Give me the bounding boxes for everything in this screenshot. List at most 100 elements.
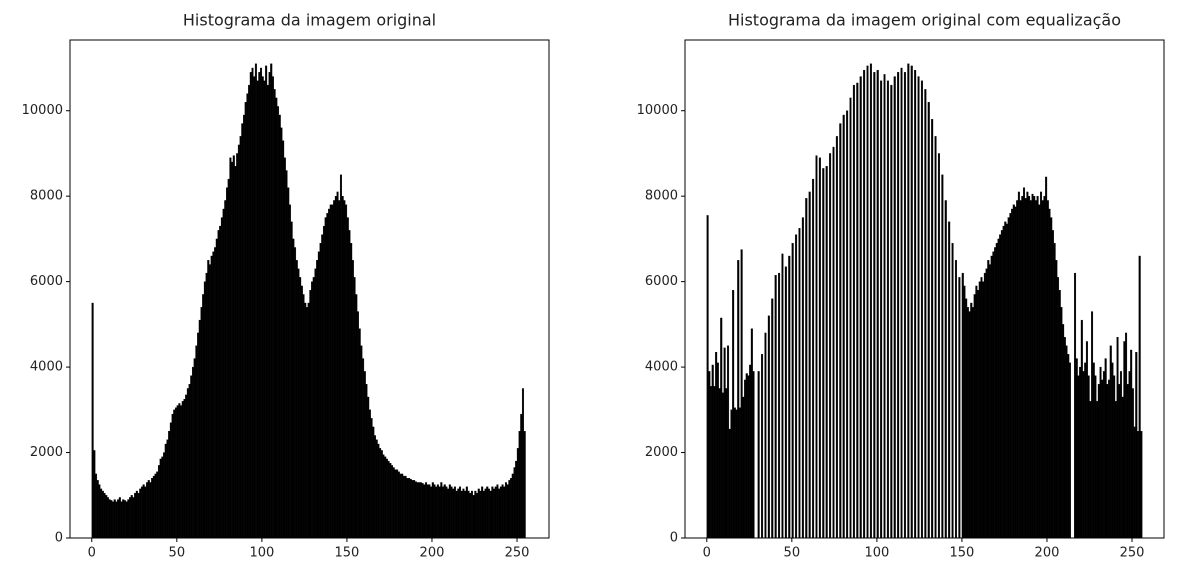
- y-tick-label: 2000: [30, 445, 63, 460]
- bar: [774, 275, 777, 539]
- x-tick-label: 50: [784, 546, 801, 561]
- bar: [1046, 200, 1049, 539]
- bar: [234, 166, 237, 539]
- bar: [389, 463, 392, 539]
- bar: [1089, 401, 1092, 539]
- bar: [752, 371, 755, 539]
- bar: [1065, 345, 1068, 539]
- bar: [829, 153, 832, 539]
- bar: [205, 272, 208, 539]
- bar: [721, 392, 724, 539]
- bar: [326, 213, 329, 539]
- bar: [750, 328, 753, 539]
- bar: [431, 482, 434, 539]
- bar: [708, 371, 711, 539]
- bar: [493, 488, 496, 539]
- bar: [134, 492, 137, 539]
- bar: [174, 407, 177, 539]
- bar: [484, 488, 487, 539]
- bar: [978, 281, 981, 539]
- bar: [363, 371, 366, 539]
- y-tick-label: 6000: [30, 274, 63, 289]
- bar: [1094, 375, 1097, 539]
- bar: [142, 484, 145, 539]
- x-tick-label: 0: [88, 546, 96, 561]
- bar: [270, 63, 273, 539]
- bar: [244, 102, 247, 539]
- bar: [873, 72, 876, 539]
- bar: [166, 439, 169, 539]
- bar: [995, 243, 998, 539]
- bar: [351, 260, 354, 539]
- bar: [222, 208, 225, 539]
- bar: [328, 208, 331, 539]
- bar: [448, 484, 451, 539]
- bar: [275, 97, 278, 539]
- bar: [423, 484, 426, 539]
- bar: [399, 473, 402, 539]
- bar: [130, 495, 133, 539]
- x-tick-label: 0: [703, 546, 711, 561]
- bar: [271, 76, 274, 539]
- bar: [266, 84, 269, 539]
- bar: [781, 253, 784, 539]
- bar: [411, 480, 414, 539]
- bar: [442, 486, 445, 539]
- bar: [346, 217, 349, 539]
- bar: [1031, 193, 1034, 539]
- bar: [98, 484, 101, 539]
- bar: [1012, 204, 1015, 539]
- bar: [217, 230, 220, 539]
- bar: [727, 345, 730, 539]
- bar: [973, 294, 976, 539]
- bar: [713, 386, 716, 539]
- bar: [295, 260, 298, 539]
- bar: [1023, 187, 1026, 539]
- bar: [788, 255, 791, 539]
- bar: [982, 281, 985, 539]
- x-tick-label: 200: [1035, 546, 1060, 561]
- bar: [1087, 375, 1090, 539]
- bar: [498, 488, 501, 539]
- bar: [1011, 208, 1014, 539]
- bar: [482, 490, 485, 539]
- bar: [426, 484, 429, 539]
- bar: [390, 465, 393, 539]
- bar: [1026, 191, 1029, 539]
- bar: [476, 492, 479, 539]
- bar: [856, 82, 859, 539]
- bar: [980, 277, 983, 539]
- bar: [997, 238, 1000, 539]
- bar: [413, 480, 416, 539]
- bar: [392, 467, 395, 539]
- bar: [190, 375, 193, 539]
- bar: [118, 497, 121, 539]
- bar: [1079, 366, 1082, 539]
- bar: [970, 302, 973, 539]
- bar: [394, 469, 397, 539]
- bar: [178, 403, 181, 539]
- bar: [157, 465, 160, 539]
- y-tick-label: 0: [670, 531, 678, 546]
- bar: [1130, 349, 1133, 539]
- bar: [243, 114, 246, 539]
- bar: [380, 450, 383, 539]
- bar: [214, 247, 217, 539]
- bar: [499, 486, 502, 539]
- bar: [462, 488, 465, 539]
- bar: [193, 358, 196, 539]
- bar: [761, 354, 764, 539]
- bar: [1002, 225, 1005, 539]
- bar: [1040, 191, 1043, 539]
- bar: [711, 364, 714, 539]
- bar: [1074, 272, 1077, 539]
- y-tick-label: 4000: [645, 360, 678, 375]
- x-tick-label: 250: [505, 546, 530, 561]
- bar: [994, 247, 997, 539]
- bar: [450, 486, 453, 539]
- x-tick-label: 150: [335, 546, 360, 561]
- bar: [1060, 307, 1063, 539]
- bar: [260, 67, 263, 539]
- bar: [465, 486, 468, 539]
- bar: [251, 67, 254, 539]
